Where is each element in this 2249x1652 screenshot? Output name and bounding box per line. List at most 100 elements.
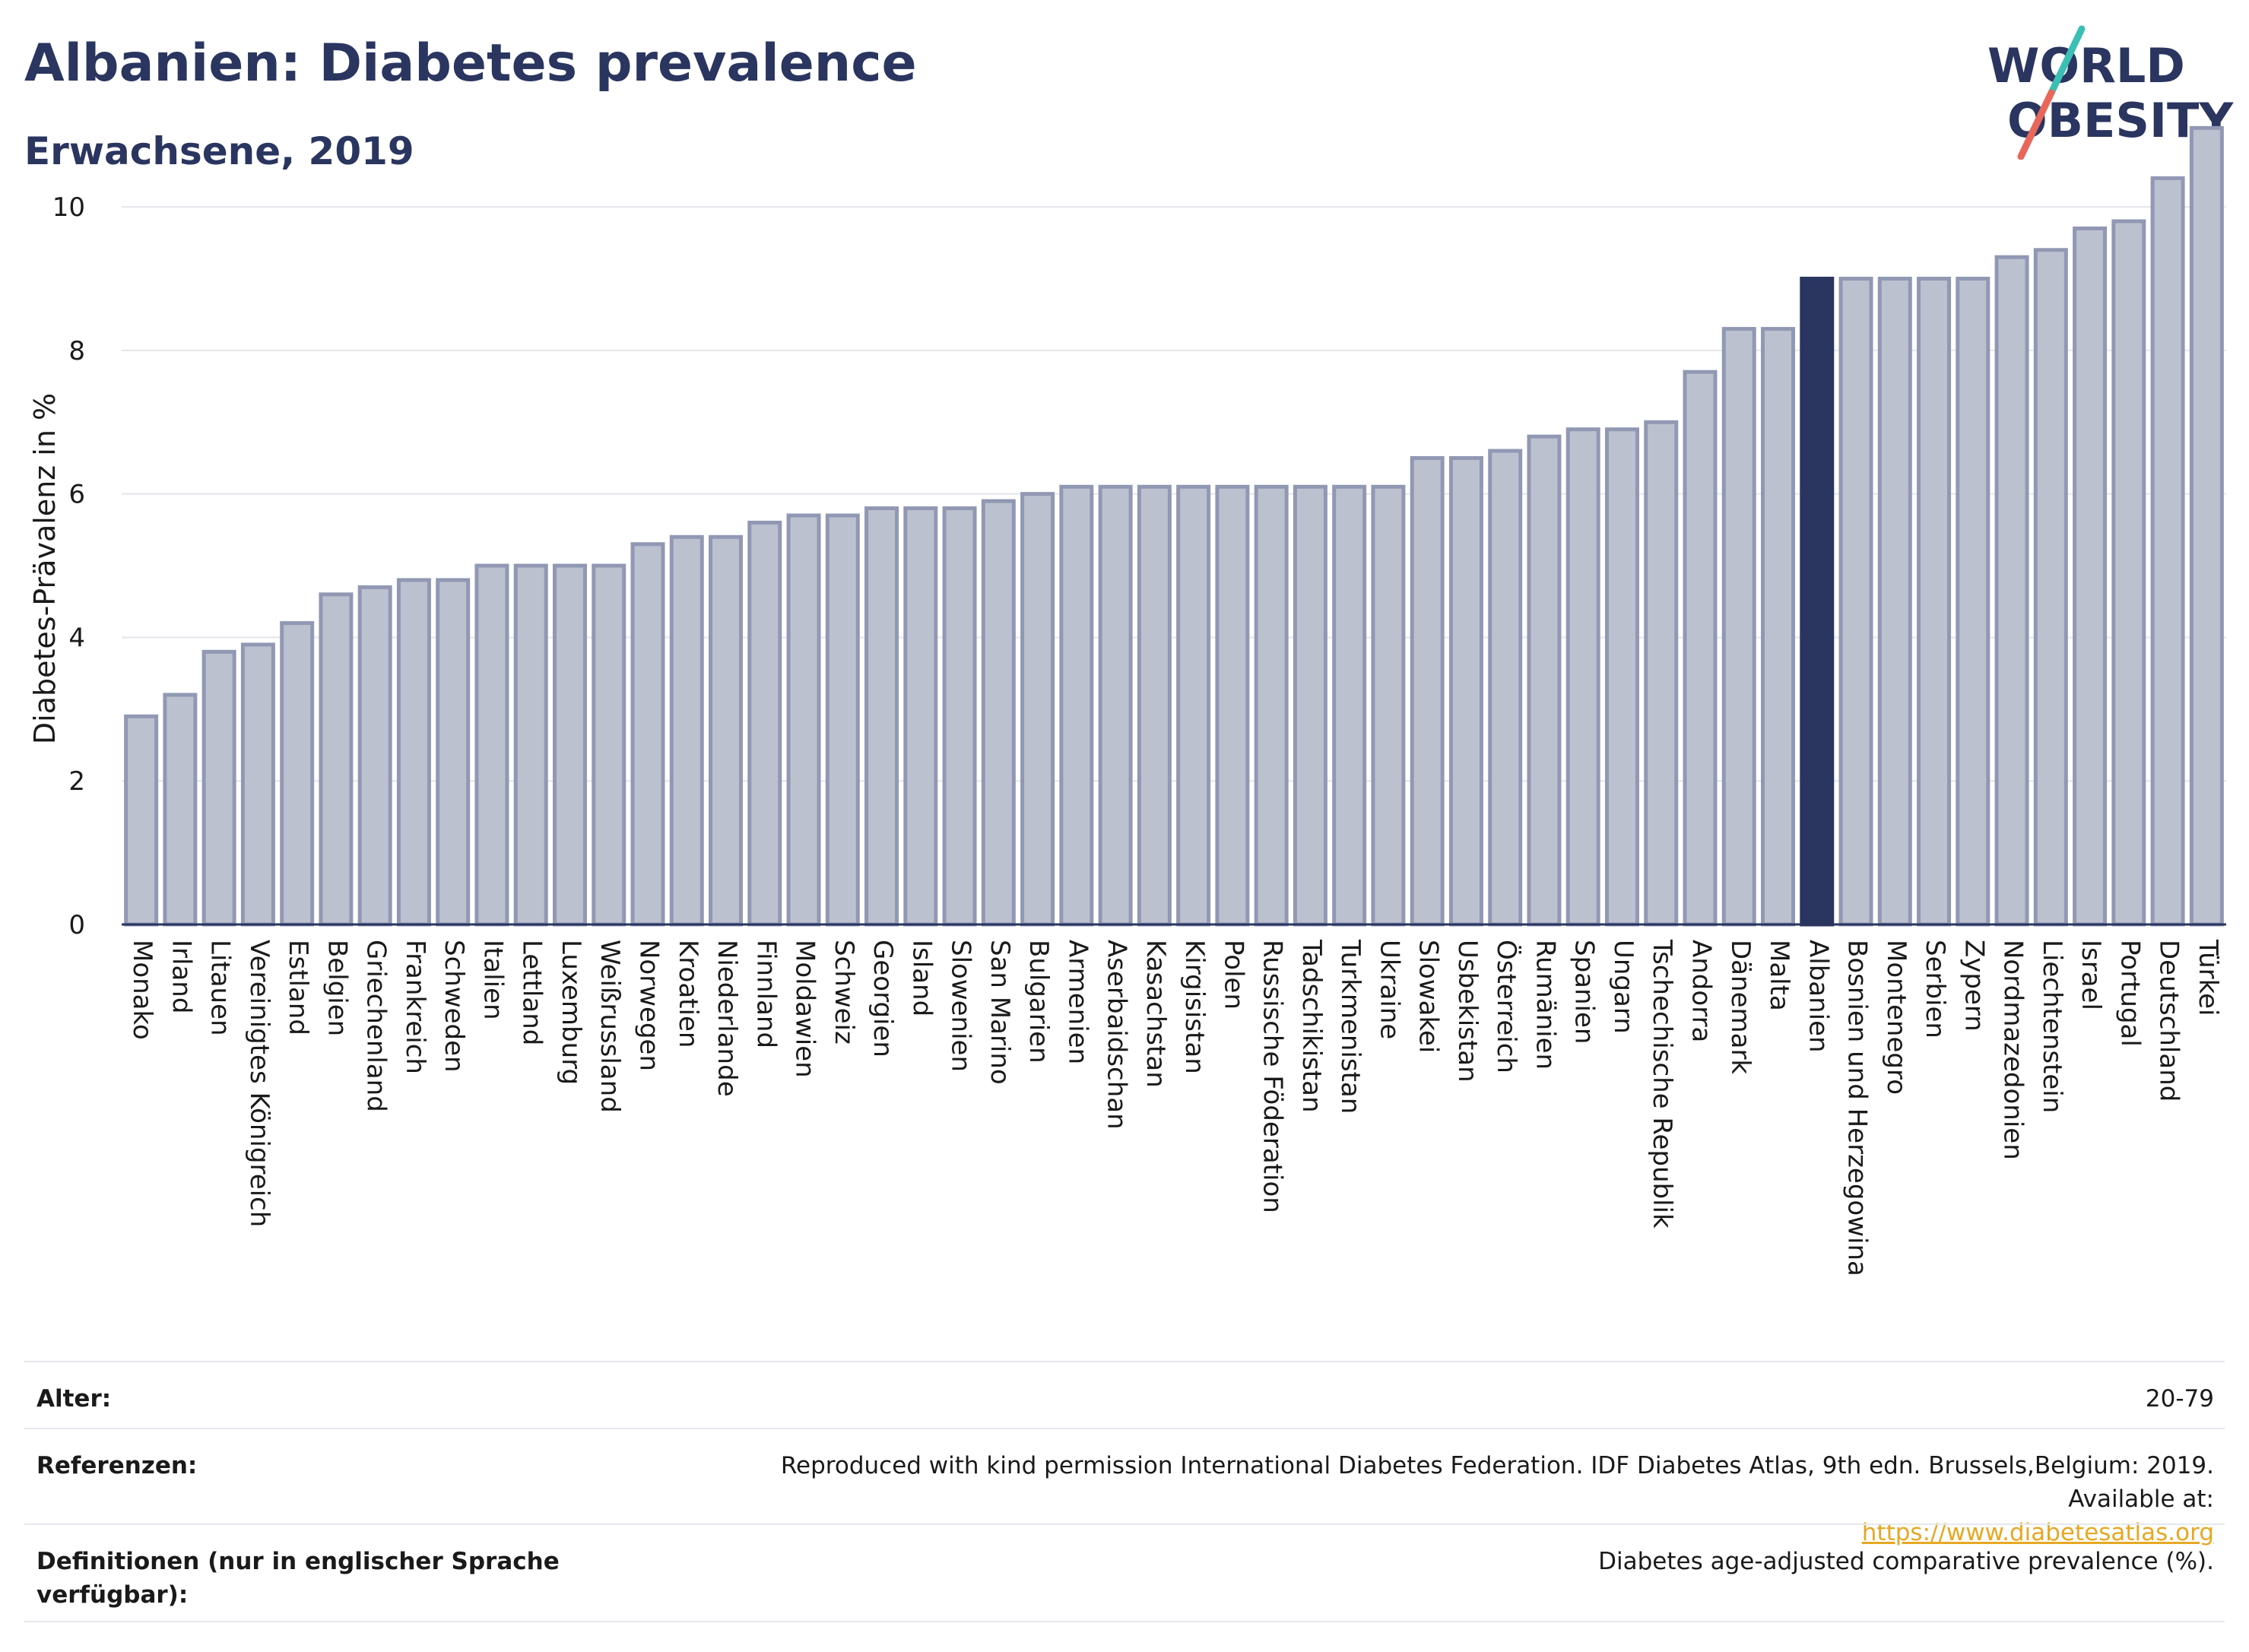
x-tick-label: Bulgarien <box>1023 940 1054 1064</box>
age-value: 20-79 <box>2145 1385 2214 1413</box>
bar <box>864 506 899 927</box>
y-tick-label: 10 <box>52 192 85 223</box>
x-tick-label: Spanien <box>1569 940 1600 1044</box>
bar <box>357 585 392 927</box>
x-tick-label: Island <box>906 940 937 1016</box>
bar-chart: 0 2 4 6 8 10 Diabetes-Prävalenz in % Monako Irla… <box>28 125 2226 1276</box>
bar <box>1332 484 1367 927</box>
x-tick-label: Norwegen <box>634 940 665 1071</box>
x-tick-label: Österreich <box>1491 940 1522 1073</box>
x-tick-label: Italien <box>477 940 508 1020</box>
bar <box>1877 277 1912 927</box>
bar <box>280 621 315 927</box>
x-tick-label: Irland <box>166 940 196 1013</box>
x-tick-label: Schweiz <box>829 940 859 1045</box>
x-tick-label: Moldawien <box>790 940 820 1078</box>
bar <box>1137 484 1172 927</box>
bar <box>1565 427 1600 927</box>
x-tick-label: Armenien <box>1062 940 1093 1064</box>
bar <box>1956 277 1990 927</box>
bar <box>124 714 159 927</box>
bar <box>396 578 431 927</box>
bar <box>1721 327 1756 927</box>
bar <box>1020 492 1055 927</box>
meta-row-references: Referenzen: Reproduced with kind permiss… <box>24 1428 2225 1546</box>
x-tick-label: Ungarn <box>1608 940 1638 1034</box>
x-tick-label: Kroatien <box>673 940 703 1048</box>
bar <box>1371 484 1406 927</box>
definitions-value: Diabetes age-adjusted comparative preval… <box>1598 1548 2214 1575</box>
bar <box>1215 484 1250 927</box>
x-tick-label: Rumänien <box>1530 940 1560 1070</box>
bar <box>1683 369 1718 927</box>
bar <box>747 520 782 927</box>
x-tick-label: Kasachstan <box>1140 940 1171 1088</box>
metadata-table: Alter: 20-79 Referenzen: Reproduced with… <box>24 1361 2225 1622</box>
x-tick-label: Georgien <box>868 940 898 1057</box>
y-axis-label: Diabetes-Prävalenz in % <box>28 393 62 744</box>
bar <box>942 506 977 927</box>
bar <box>2189 125 2224 927</box>
x-tick-label: San Marino <box>985 940 1015 1085</box>
x-tick-label: Usbekistan <box>1452 940 1483 1083</box>
bar <box>903 506 938 927</box>
bar <box>1293 484 1328 927</box>
logo-word-world: WORLD <box>1987 38 2185 94</box>
y-tick-label: 2 <box>68 766 85 797</box>
x-tick-label: Griechenland <box>361 940 392 1112</box>
x-tick-label: Portugal <box>2114 940 2145 1047</box>
y-tick-label: 4 <box>68 623 85 653</box>
x-tick-label: Kirgisistan <box>1179 940 1210 1074</box>
bar <box>825 513 860 927</box>
x-tick-label: Aserbaidschan <box>1102 940 1132 1130</box>
bar <box>1488 449 1523 927</box>
bar <box>1527 434 1562 927</box>
bar <box>2033 248 2068 927</box>
bar <box>474 563 509 927</box>
x-tick-label: Russische Föderation <box>1258 940 1288 1213</box>
x-tick-label: Belgien <box>322 940 352 1036</box>
meta-row-age: Alter: 20-79 <box>24 1361 2225 1428</box>
bar <box>201 649 236 927</box>
x-tick-label: Türkei <box>2193 939 2223 1016</box>
y-tick-label: 8 <box>68 336 85 366</box>
x-tick-label: Frankreich <box>400 940 430 1074</box>
bar-highlight <box>1800 277 1835 927</box>
bar <box>2150 176 2185 927</box>
x-tick-label: Schweden <box>439 940 469 1073</box>
bar <box>2073 226 2108 927</box>
x-tick-label: Vereinigtes Königreich <box>244 940 274 1227</box>
age-label: Alter: <box>36 1385 112 1413</box>
references-label: Referenzen: <box>36 1452 198 1479</box>
x-tick-label: Lettland <box>517 940 547 1045</box>
x-tick-label: Slowakei <box>1413 940 1444 1053</box>
bar <box>1410 455 1445 927</box>
bar <box>709 534 744 927</box>
x-tick-label: Serbien <box>1920 940 1950 1038</box>
references-text: Reproduced with kind permission Internat… <box>780 1452 2214 1513</box>
x-tick-label: Tschechische Republik <box>1647 939 1677 1229</box>
meta-row-definitions: Definitionen (nur in englischer Sprache … <box>24 1524 2225 1622</box>
bar <box>786 513 821 927</box>
x-tick-label: Ukraine <box>1374 940 1404 1039</box>
logo-slash-coral <box>2017 89 2055 160</box>
bar <box>163 693 198 927</box>
x-tick-label: Israel <box>2076 940 2106 1010</box>
bar <box>630 542 665 927</box>
y-tick-label: 0 <box>68 910 85 940</box>
y-tick-label: 6 <box>68 480 85 510</box>
bar <box>319 592 354 927</box>
x-tick-label: Malta <box>1764 940 1794 1011</box>
x-tick-label: Bosnien und Herzegowina <box>1842 940 1873 1276</box>
bar <box>1994 255 2029 927</box>
bar <box>1604 427 1639 927</box>
x-tick-label: Niederlande <box>712 940 742 1097</box>
bar <box>513 563 548 927</box>
bar <box>1448 455 1483 927</box>
bar <box>1644 420 1679 927</box>
x-tick-label: Montenegro <box>1881 940 1911 1095</box>
x-tick-label: Liechtenstein <box>2037 940 2067 1113</box>
bar <box>1098 484 1133 927</box>
x-tick-label: Monako <box>127 940 157 1040</box>
bar <box>1917 277 1952 927</box>
